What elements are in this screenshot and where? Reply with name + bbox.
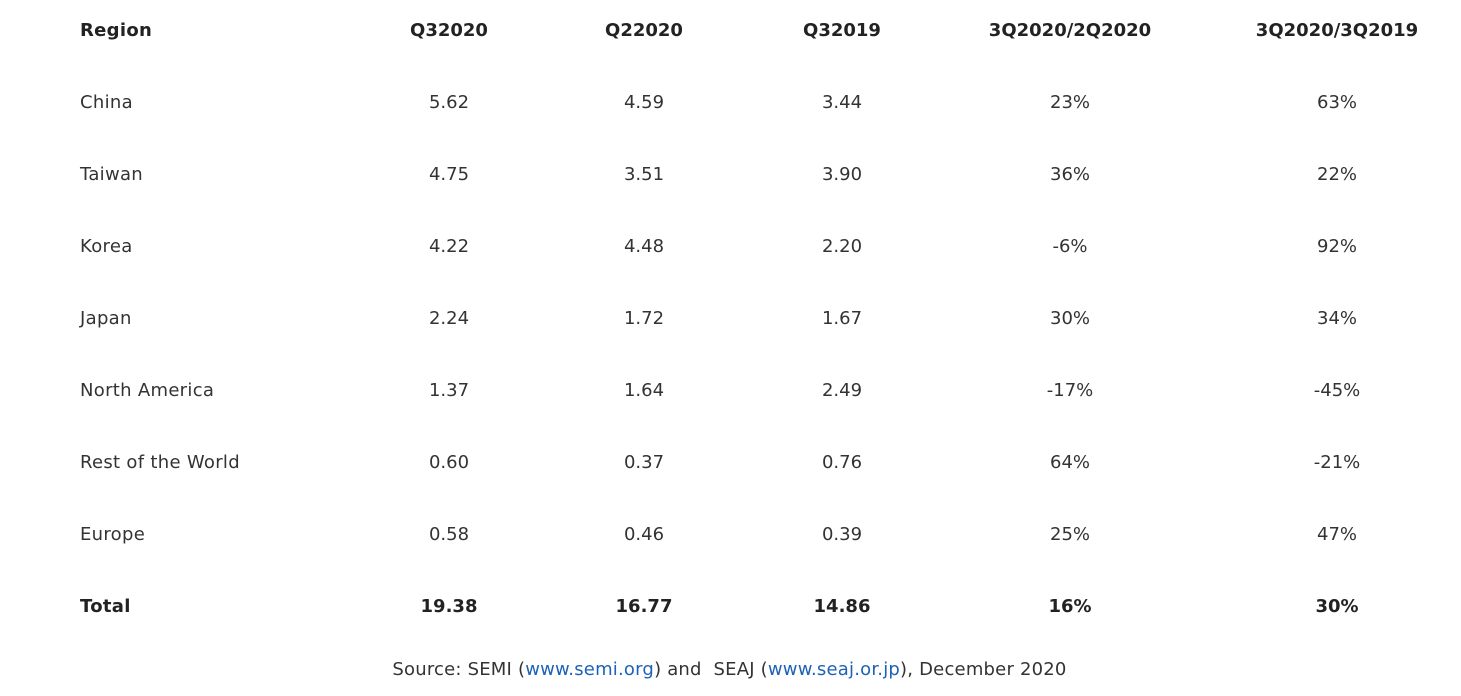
- table-header-row: Region Q32020 Q22020 Q32019 3Q2020/2Q202…: [0, 11, 1461, 51]
- total-label: Total: [80, 596, 131, 617]
- row-q22020: 0.37: [623, 452, 665, 473]
- row-q22020: 4.59: [623, 92, 665, 113]
- row-q22020: 4.48: [623, 236, 665, 257]
- table-row: Taiwan 4.75 3.51 3.90 36% 22%: [0, 155, 1461, 195]
- row-q32019: 0.39: [821, 524, 863, 545]
- row-region: Rest of the World: [80, 452, 240, 473]
- row-q32020: 0.60: [428, 452, 470, 473]
- row-qoq-change: -17%: [1046, 380, 1094, 401]
- row-q32020: 4.22: [428, 236, 470, 257]
- row-qoq-change: 64%: [1049, 452, 1091, 473]
- row-region: Europe: [80, 524, 146, 545]
- source-note: Source: SEMI (www.semi.org) and SEAJ (ww…: [0, 656, 1461, 684]
- header-qoq-change: 3Q2020/2Q2020: [988, 20, 1152, 41]
- total-yoy-change: 30%: [1315, 596, 1359, 617]
- source-suffix: ), December 2020: [900, 659, 1067, 680]
- source-prefix: Source: SEMI (: [392, 659, 526, 680]
- table-total-row: Total 19.38 16.77 14.86 16% 30%: [0, 587, 1461, 627]
- row-q32020: 0.58: [428, 524, 470, 545]
- table-row: Korea 4.22 4.48 2.20 -6% 92%: [0, 227, 1461, 267]
- row-q22020: 1.72: [623, 308, 665, 329]
- row-qoq-change: 30%: [1049, 308, 1091, 329]
- row-q32020: 5.62: [428, 92, 470, 113]
- total-q32019: 14.86: [813, 596, 871, 617]
- header-q32019: Q32019: [803, 20, 881, 41]
- row-q32019: 2.20: [821, 236, 863, 257]
- header-q22020: Q22020: [605, 20, 683, 41]
- row-qoq-change: 25%: [1049, 524, 1091, 545]
- row-q32020: 4.75: [428, 164, 470, 185]
- table-row: Rest of the World 0.60 0.37 0.76 64% -21…: [0, 443, 1461, 483]
- row-q32019: 3.90: [821, 164, 863, 185]
- row-q32020: 1.37: [428, 380, 470, 401]
- table-row: China 5.62 4.59 3.44 23% 63%: [0, 83, 1461, 123]
- header-q32020: Q32020: [410, 20, 488, 41]
- row-qoq-change: 23%: [1049, 92, 1091, 113]
- semi-link[interactable]: www.semi.org: [525, 659, 655, 680]
- total-q22020: 16.77: [615, 596, 673, 617]
- row-region: North America: [80, 380, 215, 401]
- row-q32019: 1.67: [821, 308, 863, 329]
- table-row: Europe 0.58 0.46 0.39 25% 47%: [0, 515, 1461, 555]
- row-q22020: 0.46: [623, 524, 665, 545]
- row-region: China: [80, 92, 133, 113]
- row-q32019: 2.49: [821, 380, 863, 401]
- source-middle: ) and SEAJ (: [654, 659, 768, 680]
- row-yoy-change: 92%: [1316, 236, 1358, 257]
- row-yoy-change: -21%: [1313, 452, 1361, 473]
- row-q22020: 1.64: [623, 380, 665, 401]
- row-yoy-change: -45%: [1313, 380, 1361, 401]
- row-region: Korea: [80, 236, 133, 257]
- seaj-link[interactable]: www.seaj.or.jp: [767, 659, 901, 680]
- header-region: Region: [80, 20, 153, 41]
- table-row: North America 1.37 1.64 2.49 -17% -45%: [0, 371, 1461, 411]
- row-q32019: 3.44: [821, 92, 863, 113]
- row-region: Taiwan: [80, 164, 144, 185]
- row-qoq-change: -6%: [1052, 236, 1088, 257]
- total-qoq-change: 16%: [1048, 596, 1092, 617]
- row-qoq-change: 36%: [1049, 164, 1091, 185]
- row-yoy-change: 47%: [1316, 524, 1358, 545]
- total-q32020: 19.38: [420, 596, 478, 617]
- row-yoy-change: 34%: [1316, 308, 1358, 329]
- row-region: Japan: [80, 308, 132, 329]
- row-yoy-change: 63%: [1316, 92, 1358, 113]
- row-q32019: 0.76: [821, 452, 863, 473]
- table-row: Japan 2.24 1.72 1.67 30% 34%: [0, 299, 1461, 339]
- header-yoy-change: 3Q2020/3Q2019: [1255, 20, 1419, 41]
- row-q32020: 2.24: [428, 308, 470, 329]
- row-q22020: 3.51: [623, 164, 665, 185]
- row-yoy-change: 22%: [1316, 164, 1358, 185]
